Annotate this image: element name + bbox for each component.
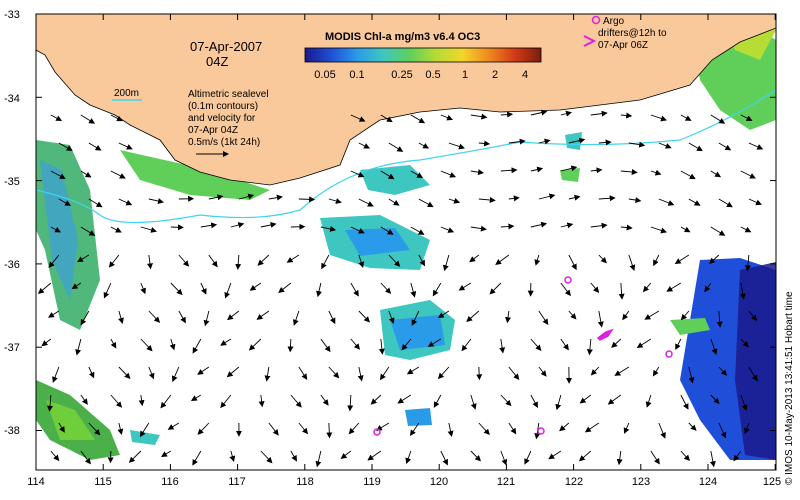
info-line: 07-Apr 04Z — [188, 125, 238, 136]
argo-legend-line: drifters@12h to — [598, 28, 667, 39]
velocity-arrow — [479, 367, 480, 379]
chl-patch-south-central-blue — [390, 315, 445, 350]
x-tick-label: 125 — [763, 476, 781, 488]
colorbar-tick-label: 0.25 — [391, 69, 412, 81]
plot-area — [36, 14, 776, 470]
info-line: 0.5m/s (1kt 24h) — [188, 137, 260, 148]
x-tick-label: 117 — [228, 476, 246, 488]
map-time: 04Z — [206, 54, 228, 69]
colorbar-tick-label: 0.5 — [425, 69, 440, 81]
x-tick-label: 115 — [94, 476, 112, 488]
copyright-caption: © IMOS 10-May-2013 13:41:51 Hobart time — [784, 291, 795, 485]
x-tick-label: 119 — [363, 476, 381, 488]
velocity-arrow — [299, 199, 314, 200]
colorbar-tick-label: 1 — [462, 69, 468, 81]
colorbar — [305, 48, 541, 62]
x-tick-label: 118 — [296, 476, 314, 488]
argo-legend-line: 07-Apr 06Z — [598, 40, 648, 51]
colorbar-tick-label: 0.05 — [314, 69, 335, 81]
y-tick-label: -34 — [4, 93, 20, 105]
y-axis-labels: -33 -34 -35 -36 -37 -38 — [4, 9, 20, 437]
y-tick-label: -38 — [4, 425, 20, 437]
x-tick-label: 116 — [161, 476, 179, 488]
x-axis-labels: 114 115 116 117 118 119 120 121 122 123 … — [27, 476, 781, 488]
info-line: Altimetric sealevel — [188, 89, 269, 100]
colorbar-title: MODIS Chl-a mg/m3 v6.4 OC3 — [325, 31, 480, 43]
y-tick-label: -37 — [4, 342, 20, 354]
info-line: (0.1m contours) — [188, 101, 258, 112]
x-tick-label: 123 — [632, 476, 650, 488]
y-tick-label: -35 — [4, 176, 20, 188]
argo-legend-line: Argo — [603, 16, 625, 27]
colorbar-tick-label: 2 — [492, 69, 498, 81]
colorbar-tick-label: 0.1 — [349, 69, 364, 81]
depth-legend-label: 200m — [114, 88, 139, 99]
x-tick-label: 124 — [699, 476, 717, 488]
x-tick-label: 122 — [565, 476, 583, 488]
map-date: 07-Apr-2007 — [190, 39, 262, 54]
x-tick-label: 114 — [27, 476, 45, 488]
y-tick-label: -36 — [4, 259, 20, 271]
velocity-arrow — [329, 423, 330, 438]
info-line: and velocity for — [188, 113, 256, 124]
colorbar-tick-label: 4 — [522, 69, 528, 81]
y-tick-label: -33 — [4, 9, 20, 21]
x-tick-label: 120 — [430, 476, 448, 488]
x-tick-label: 121 — [497, 476, 515, 488]
velocity-arrow — [171, 227, 183, 228]
